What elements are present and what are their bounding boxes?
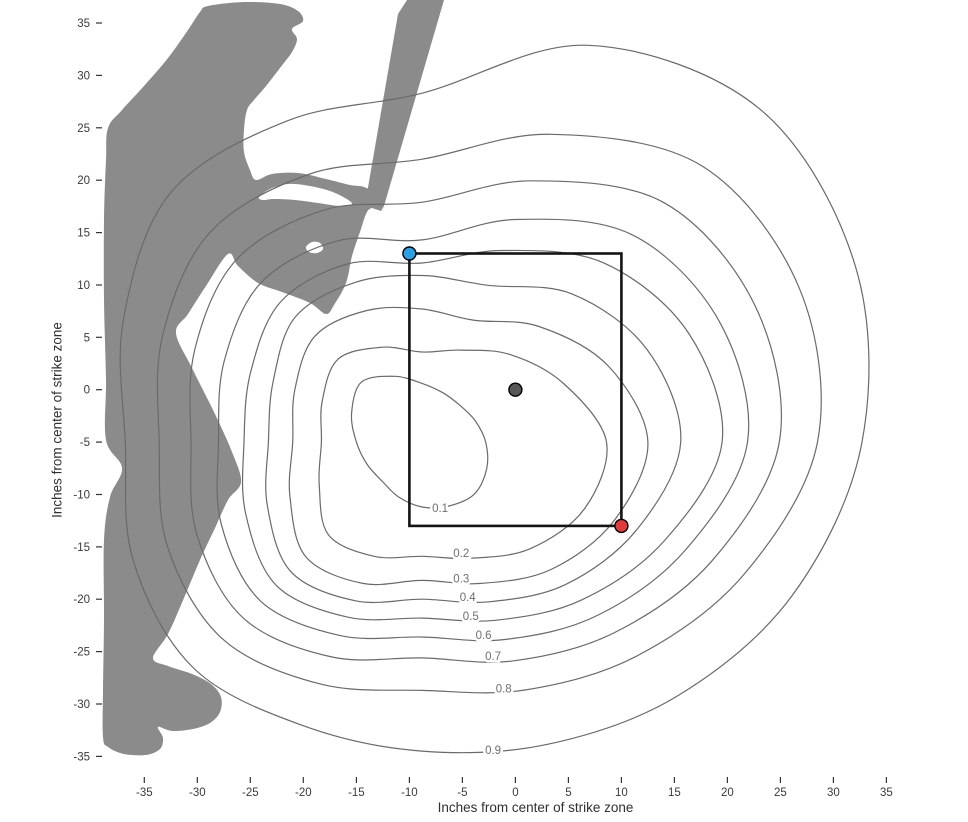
x-tick-label: 0 [512,787,518,799]
batter-body-shape [102,1,377,756]
contour-label-0.1: 0.1 [432,503,448,515]
x-tick-label: 10 [615,787,628,799]
contour-line-0.9 [119,44,870,754]
density-contour-lines [119,44,870,754]
y-axis: 35 30 25 20 15 10 5 0 -5 -10 -15 -20 -25 -30 -35 [73,18,102,763]
contour-line-0.2 [318,346,608,560]
y-tick-label: 25 [77,123,90,135]
y-tick-label: 15 [77,228,90,240]
contour-line-0.1 [350,375,489,509]
contour-label-0.5: 0.5 [463,611,479,623]
contour-line-0.8 [156,133,822,694]
contour-line-0.6 [216,218,750,642]
y-tick-label: 0 [84,385,90,397]
y-tick-label: -20 [73,594,90,606]
x-tick-label: -25 [242,787,259,799]
x-tick-label: 20 [721,787,734,799]
contour-level-labels: 0.1 0.2 0.3 0.4 0.5 0.6 0.7 0.8 0.9 [430,501,515,760]
y-tick-label: -5 [80,437,90,449]
contour-label-0.9: 0.9 [485,745,501,757]
x-tick-label: 25 [774,787,787,799]
contour-line-0.4 [265,274,682,604]
y-tick-label: -30 [73,699,90,711]
blue-point [402,246,417,261]
y-tick-label: -25 [73,647,90,659]
x-tick-label: 30 [827,787,840,799]
y-tick-label: -10 [73,490,90,502]
contour-label-0.3: 0.3 [453,573,469,585]
y-tick-label: 5 [84,332,90,344]
pitch-points [402,246,629,534]
x-tick-label: 15 [668,787,681,799]
x-tick-label: -5 [457,787,467,799]
x-tick-label: -30 [189,787,206,799]
y-tick-label: 10 [77,280,90,292]
x-tick-label: -20 [295,787,312,799]
contour-line-0.3 [288,306,649,586]
contour-label-0.4: 0.4 [460,592,477,604]
contour-label-0.6: 0.6 [476,630,492,642]
y-tick-label: 35 [77,18,90,30]
x-tick-label: -10 [401,787,418,799]
batter-silhouette [102,0,444,756]
y-tick-label: -35 [73,751,90,763]
red-point [614,518,629,534]
x-axis-title: Inches from center of strike zone [437,800,634,815]
x-tick-label: 5 [565,787,571,799]
contour-line-0.7 [189,180,782,663]
contour-label-0.7: 0.7 [485,651,501,663]
y-tick-label: -15 [73,542,90,554]
x-tick-label: -35 [136,787,153,799]
y-tick-label: 30 [77,70,90,82]
x-axis: -35 -30 -25 -20 -15 -10 -5 0 5 10 15 20 25 30 35 [136,777,893,799]
gray-point [508,382,523,397]
bat-shape [366,0,444,211]
y-axis-title: Inches from center of strike zone [49,322,65,518]
y-tick-label: 20 [77,175,90,187]
contour-label-0.2: 0.2 [453,548,469,560]
contour-label-0.8: 0.8 [496,683,512,695]
x-tick-label: -15 [348,787,365,799]
x-tick-label: 35 [880,787,893,799]
strike-zone-rect [408,252,623,528]
